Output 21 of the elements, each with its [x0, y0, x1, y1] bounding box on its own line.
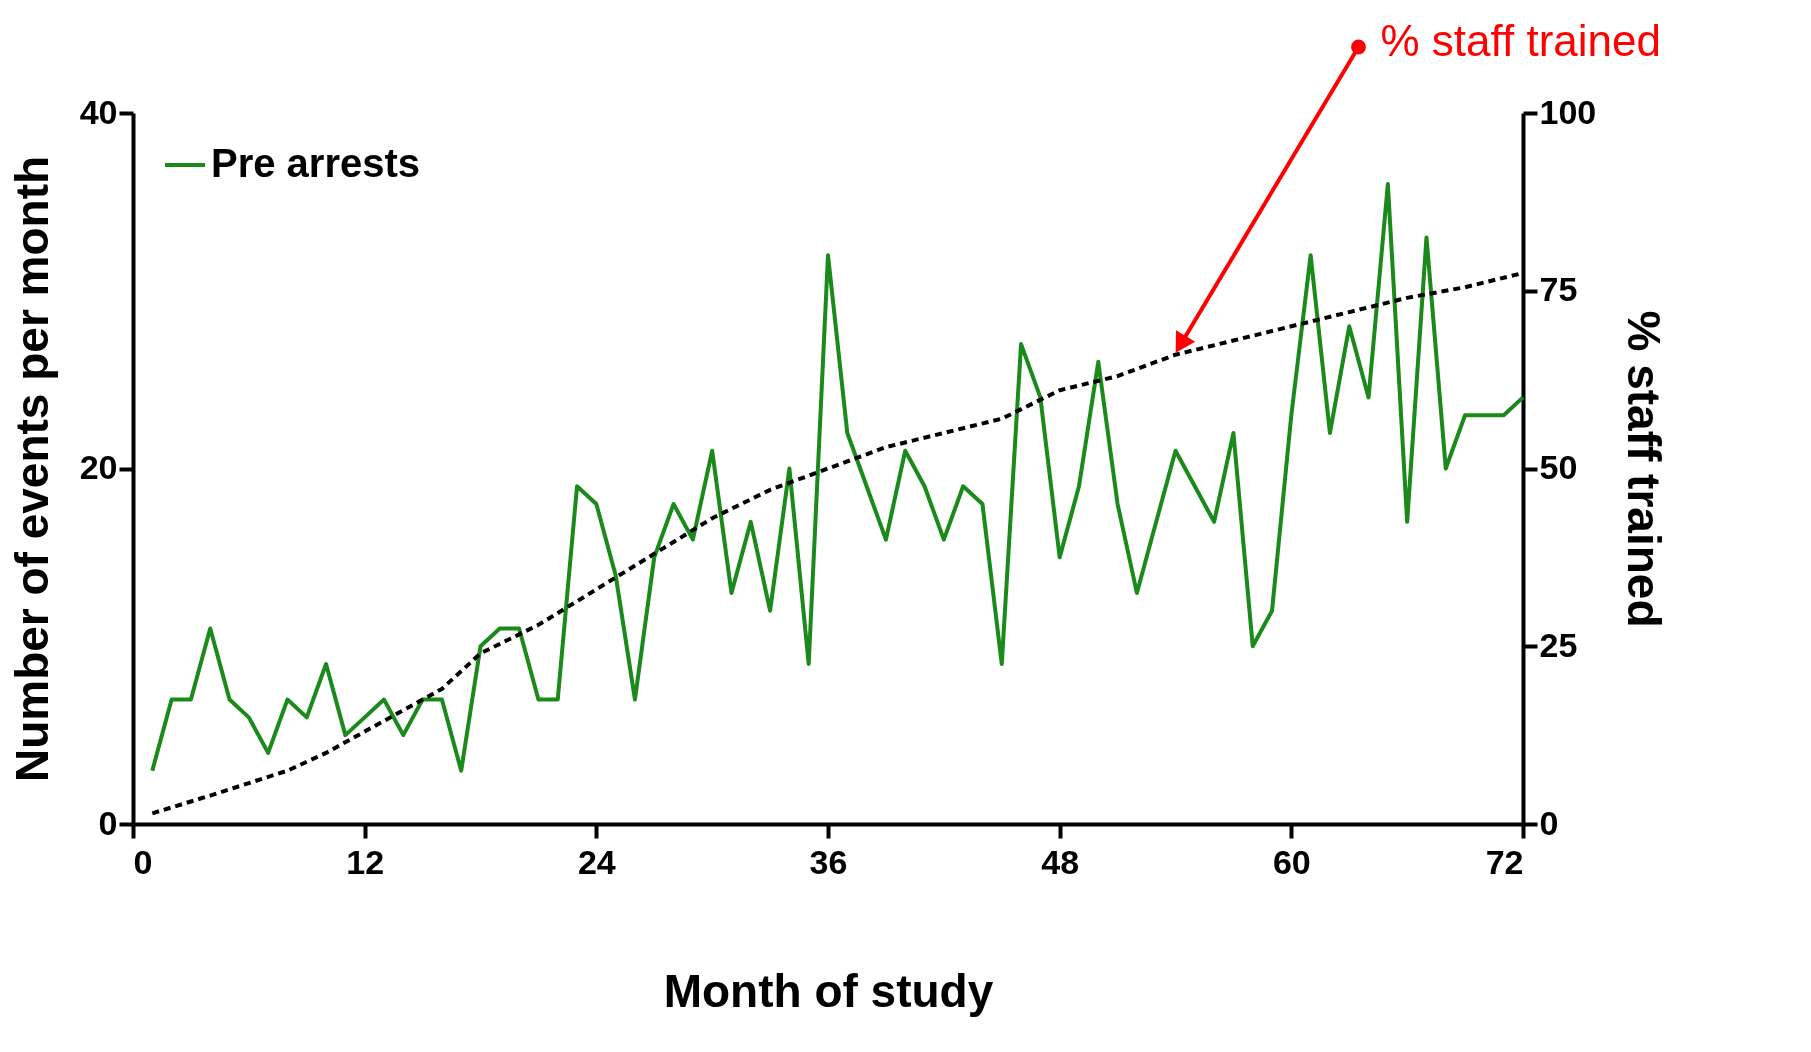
x-axis-title: Month of study — [663, 964, 994, 1017]
y-tick-label: 40 — [79, 92, 118, 131]
x-tick-label: 0 — [133, 842, 153, 881]
x-tick-label: 48 — [1041, 842, 1080, 881]
line-series — [150, 182, 1525, 773]
x-tick-label: 36 — [809, 842, 848, 881]
x-tick-label: 60 — [1272, 842, 1311, 881]
x-tick-label: 12 — [346, 842, 385, 881]
y-axis-title: Number of events per month — [5, 155, 58, 783]
x-tick-label: 72 — [1485, 842, 1524, 881]
y2-tick-label: 100 — [1539, 92, 1597, 131]
y2-tick-label: 25 — [1539, 625, 1578, 664]
y2-tick-label: 50 — [1539, 448, 1578, 486]
y-tick-label: 0 — [98, 803, 118, 842]
y2-tick-label: 0 — [1539, 803, 1559, 842]
y-tick-label: 20 — [79, 448, 118, 486]
y2-tick-label: 75 — [1539, 270, 1578, 309]
text: % staff trained — [1380, 15, 1661, 65]
y2-axis-title: % staff trained — [1618, 310, 1671, 628]
legend-label: Pre arrests — [211, 141, 421, 185]
x-tick-label: 24 — [577, 842, 616, 881]
